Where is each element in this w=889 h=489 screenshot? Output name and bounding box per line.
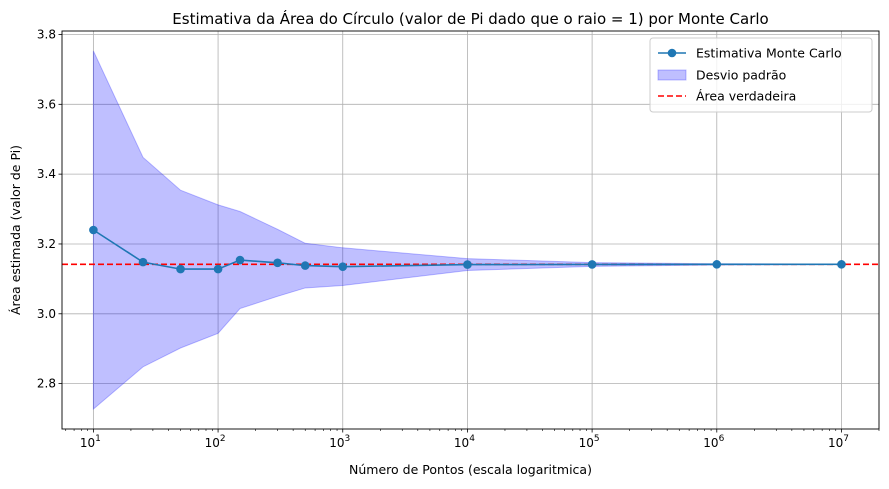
x-tick-label: 105 — [579, 434, 600, 450]
series-line — [92, 229, 842, 270]
x-axis-label: Número de Pontos (escala logaritmica) — [349, 462, 592, 477]
y-tick-label: 3.2 — [37, 237, 56, 251]
data-point — [89, 225, 98, 235]
series-layer — [89, 225, 846, 274]
plot-frame — [61, 30, 880, 430]
chart-title: Estimativa da Área do Círculo (valor de … — [172, 9, 768, 28]
legend-series-marker — [667, 48, 677, 58]
legend-label-reference: Área verdadeira — [696, 89, 796, 104]
data-point — [712, 260, 722, 269]
y-tick-label: 3.8 — [37, 27, 56, 41]
y-tick-label: 3.6 — [37, 97, 56, 111]
legend-label-band: Desvio padrão — [696, 68, 786, 83]
y-tick-label: 3.4 — [37, 167, 56, 181]
data-point — [273, 258, 282, 268]
y-tick-label: 3.0 — [37, 307, 56, 321]
data-point — [837, 260, 846, 269]
x-tick-label: 106 — [703, 434, 724, 450]
y-axis-ticks: 2.8 3.0 3.2 3.4 3.6 3.8 — [37, 27, 62, 391]
x-tick-label: 101 — [80, 434, 101, 450]
data-point — [587, 260, 597, 269]
data-point — [138, 257, 148, 267]
data-point — [300, 261, 310, 270]
data-point — [235, 255, 245, 265]
legend: Estimativa Monte Carlo Desvio padrão Áre… — [649, 37, 873, 113]
data-point — [463, 260, 472, 269]
x-tick-label: 107 — [828, 434, 849, 450]
x-tick-label: 104 — [454, 434, 475, 450]
legend-box — [649, 37, 873, 113]
x-tick-label: 103 — [329, 434, 350, 450]
data-point — [213, 264, 223, 274]
x-axis-ticks: 101 102 103 104 105 106 107 — [65, 429, 880, 450]
y-tick-label: 2.8 — [37, 377, 56, 391]
x-tick-label: 102 — [205, 434, 226, 450]
y-axis-label: Área estimada (valor de Pi) — [8, 145, 23, 315]
legend-band-patch — [657, 69, 687, 81]
legend-label-series: Estimativa Monte Carlo — [696, 46, 842, 61]
data-point — [176, 264, 185, 274]
data-point — [338, 262, 348, 271]
